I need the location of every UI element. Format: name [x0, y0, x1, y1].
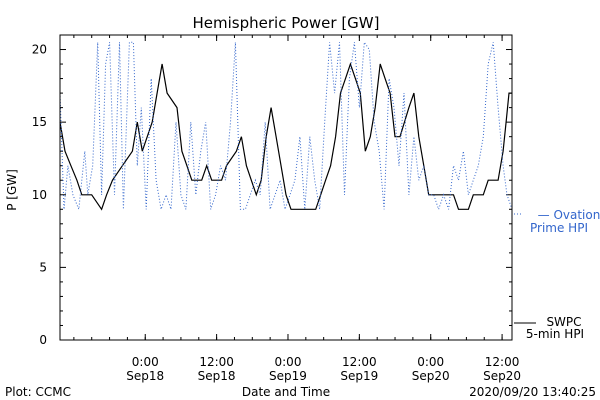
plot-frame [59, 34, 513, 341]
y-tick-label: 15 [32, 115, 47, 129]
y-tick-label: 5 [39, 260, 47, 274]
x-tick-date: Sep18 [126, 369, 164, 383]
x-tick-date: Sep19 [340, 369, 378, 383]
y-axis-label-group: P [GW] [5, 169, 19, 211]
x-tick-time: 12:00 [342, 355, 377, 369]
y-axis-label: P [GW] [5, 169, 19, 211]
legend: — Ovation Prime HPI SWPC 5-min HPI [514, 208, 600, 341]
x-tick-time: 0:00 [275, 355, 302, 369]
x-tick-date: Sep20 [483, 369, 521, 383]
x-tick-date: Sep18 [198, 369, 236, 383]
footer-timestamp: 2020/09/20 13:40:25 [469, 385, 596, 399]
x-tick-date: Sep19 [269, 369, 307, 383]
legend-ovation-line2: Prime HPI [530, 221, 588, 235]
series-layer [59, 40, 513, 211]
y-tick-label: 10 [32, 188, 47, 202]
legend-swpc-line1: SWPC [546, 315, 581, 329]
series-line-ovation [59, 40, 513, 211]
x-tick-time: 12:00 [485, 355, 520, 369]
x-tick-date: Sep20 [412, 369, 450, 383]
y-axis-ticks: 0 5 10 15 20 [32, 43, 512, 347]
x-axis-ticks: 0:00Sep1812:00Sep180:00Sep1912:00Sep190:… [73, 35, 521, 383]
legend-swpc-line2: 5-min HPI [526, 327, 584, 341]
series-line-swpc [59, 62, 512, 211]
footer-plot-source: Plot: CCMC [5, 385, 71, 399]
y-tick-label: 0 [39, 333, 47, 347]
x-tick-time: 0:00 [417, 355, 444, 369]
chart-title: Hemispheric Power [GW] [193, 14, 380, 32]
x-tick-time: 12:00 [199, 355, 234, 369]
legend-ovation-line1: — Ovation [538, 208, 600, 222]
x-tick-time: 0:00 [132, 355, 159, 369]
x-axis-label: Date and Time [242, 385, 330, 399]
y-tick-label: 20 [32, 43, 47, 57]
